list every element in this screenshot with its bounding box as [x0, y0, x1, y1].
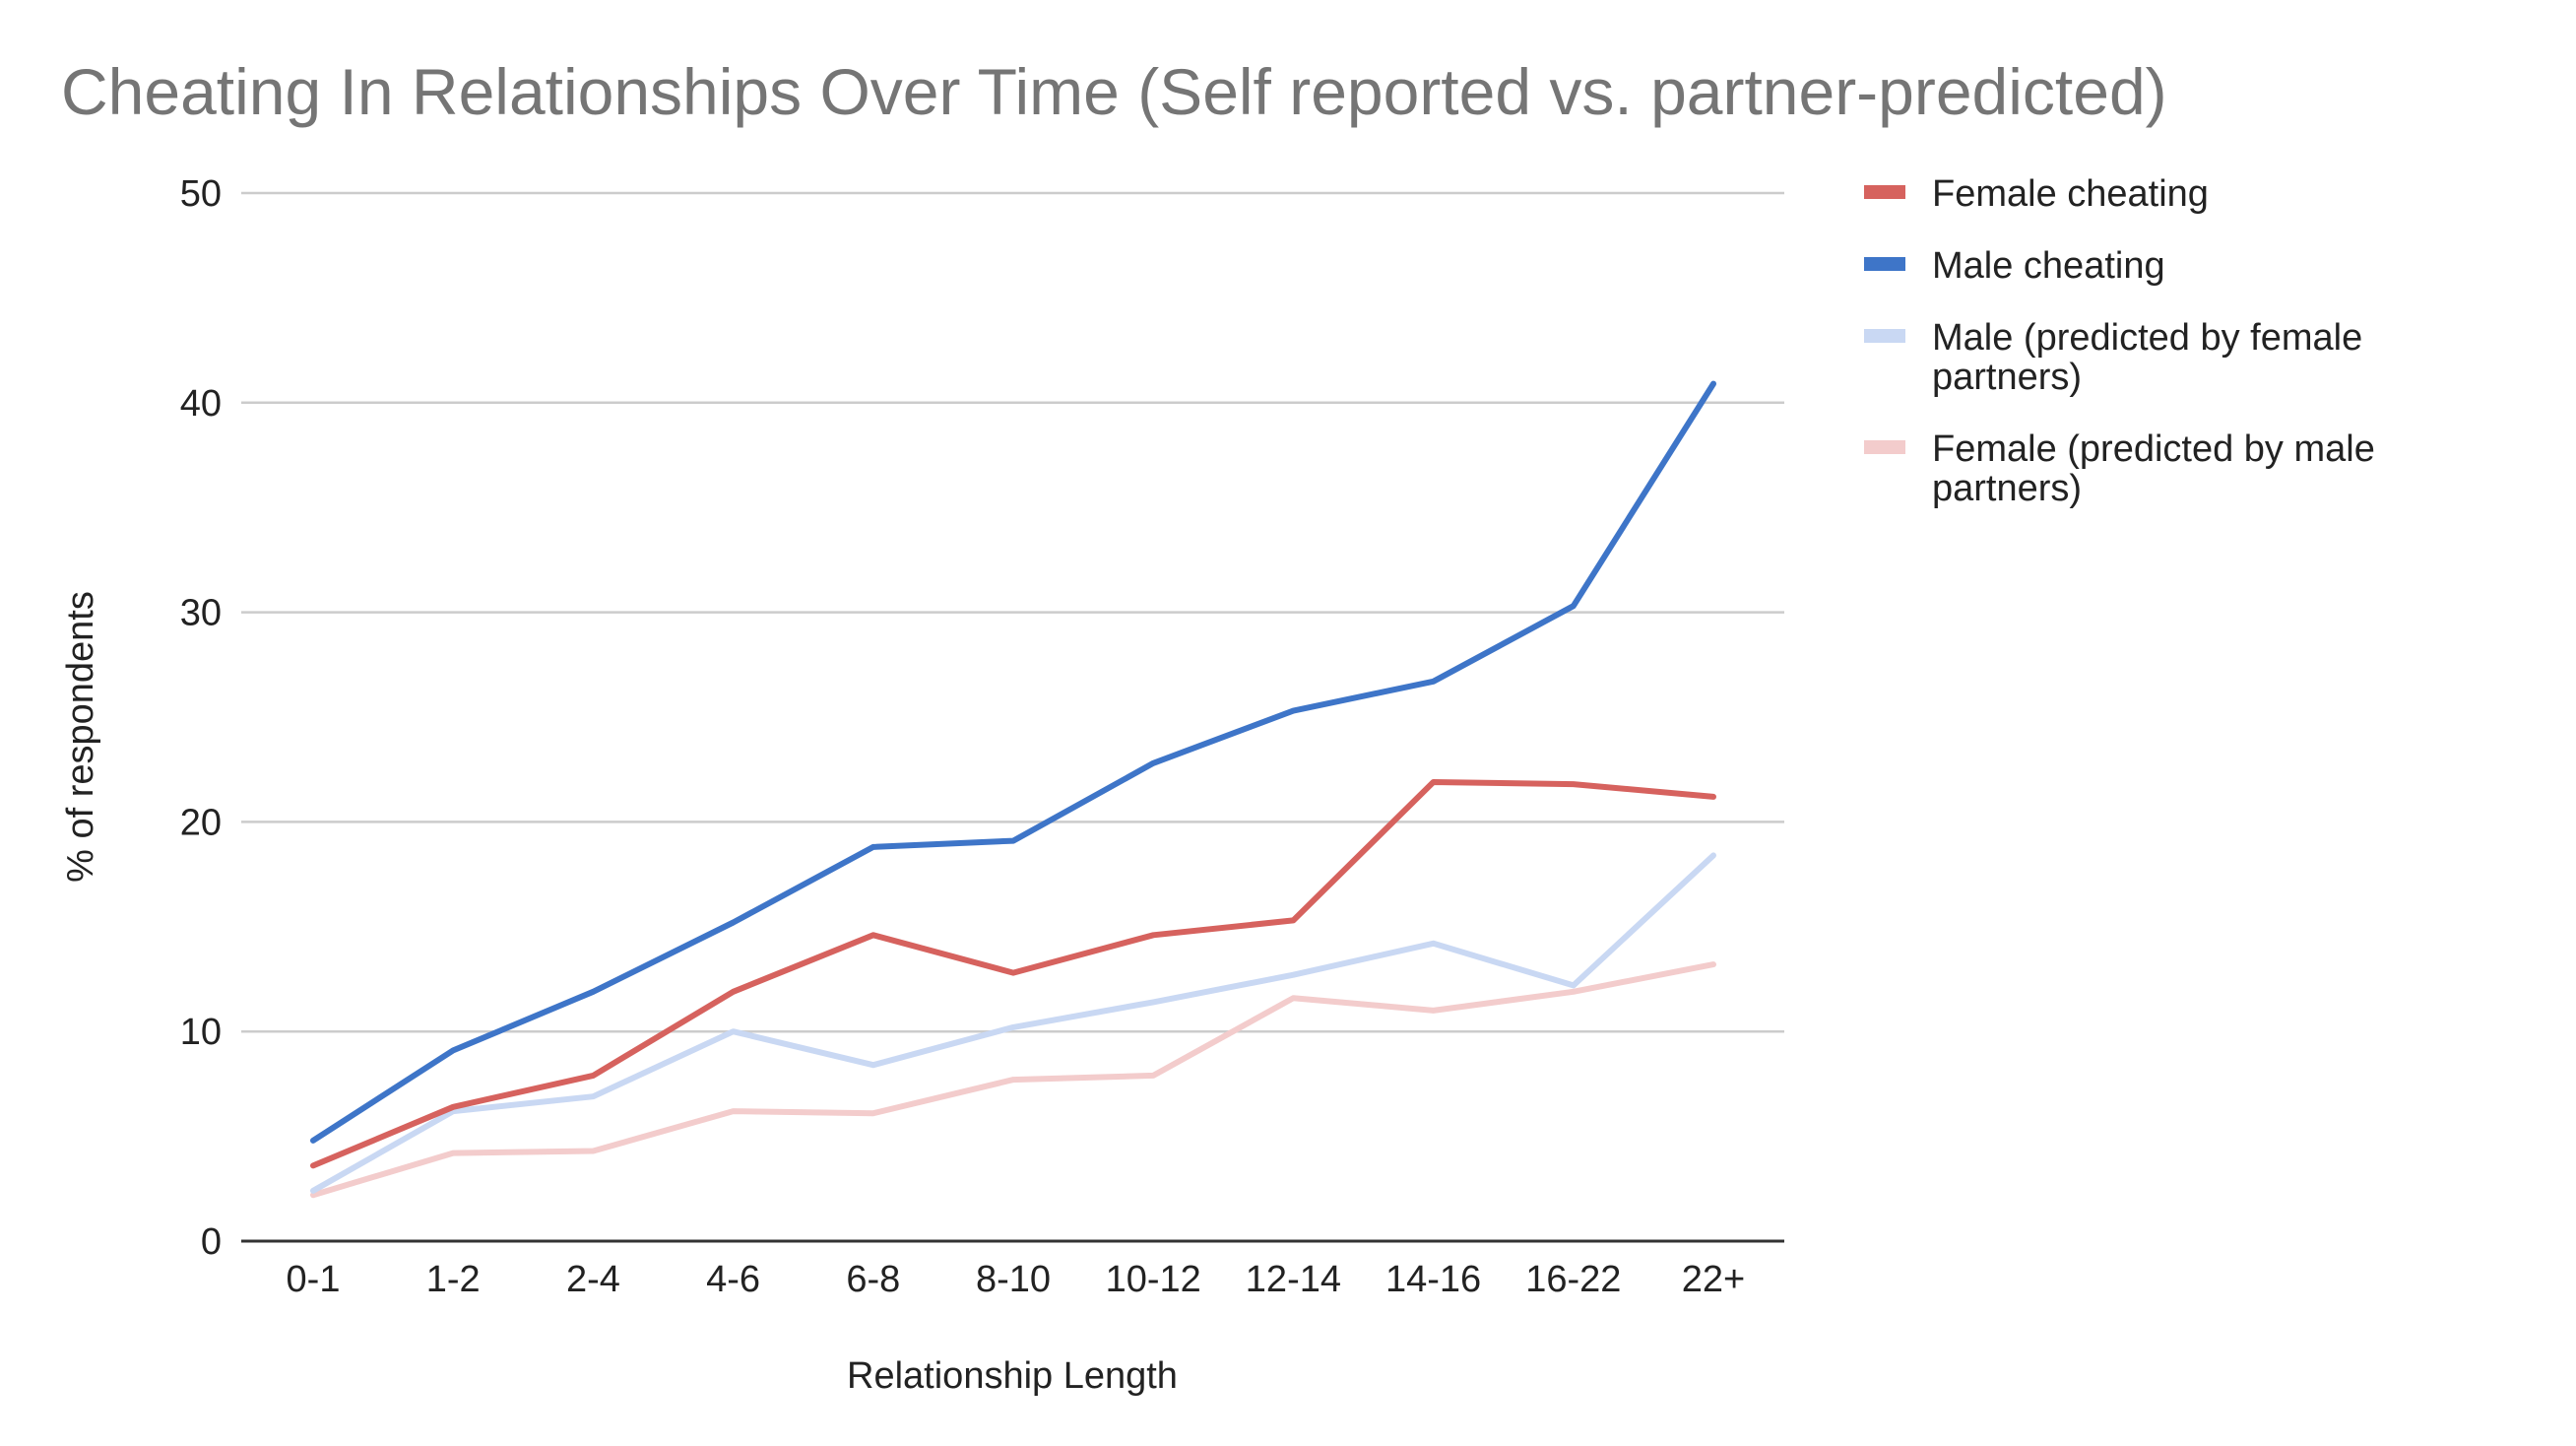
x-tick-label: 12-14: [1246, 1259, 1341, 1300]
y-axis-title: % of respondents: [60, 591, 101, 883]
series-line-female-cheating: [310, 779, 1716, 1169]
legend-label: Male (predicted by female: [1932, 317, 2362, 359]
series-line-female-predicted-by-male-partners: [310, 961, 1716, 1199]
series-line-male-predicted-by-female-partners: [310, 852, 1716, 1194]
x-tick-label: 16-22: [1525, 1259, 1621, 1300]
legend-label: Female (predicted by male: [1932, 428, 2375, 470]
x-tick-label: 10-12: [1106, 1259, 1201, 1300]
series-line-male-cheating: [310, 380, 1716, 1144]
y-axis-ticks: 0 10 20 30 40 50: [180, 173, 222, 1263]
legend-label: Male cheating: [1932, 245, 2165, 287]
x-tick-label: 0-1: [287, 1259, 341, 1300]
x-tick-label: 14-16: [1385, 1259, 1481, 1300]
y-tick-label: 10: [180, 1012, 222, 1053]
y-tick-label: 0: [201, 1221, 222, 1263]
x-axis-title: Relationship Length: [847, 1355, 1178, 1397]
legend-swatch: [1864, 257, 1905, 271]
x-tick-label: 1-2: [426, 1259, 481, 1300]
x-tick-label: 22+: [1682, 1259, 1745, 1300]
chart-title: Cheating In Relationships Over Time (Sel…: [61, 55, 2167, 128]
series-lines: [310, 380, 1716, 1199]
y-tick-label: 50: [180, 173, 222, 215]
legend-label: partners): [1932, 468, 2082, 509]
x-axis-ticks: 0-1 1-2 2-4 4-6 6-8 8-10 10-12 12-14 14-16 16-22 2…: [287, 1259, 1746, 1300]
x-tick-label: 4-6: [706, 1259, 760, 1300]
legend-label: Female cheating: [1932, 173, 2209, 215]
y-tick-label: 40: [180, 383, 222, 425]
legend-label: partners): [1932, 357, 2082, 398]
legend-swatch: [1864, 329, 1905, 343]
gridlines: [241, 191, 1784, 1243]
legend-swatch: [1864, 185, 1905, 199]
x-tick-label: 2-4: [566, 1259, 620, 1300]
y-tick-label: 20: [180, 802, 222, 843]
x-tick-label: 8-10: [976, 1259, 1051, 1300]
legend: Female cheating Male cheating Male (predic…: [1864, 173, 2375, 509]
x-tick-label: 6-8: [846, 1259, 900, 1300]
y-tick-label: 30: [180, 593, 222, 634]
legend-swatch: [1864, 440, 1905, 454]
